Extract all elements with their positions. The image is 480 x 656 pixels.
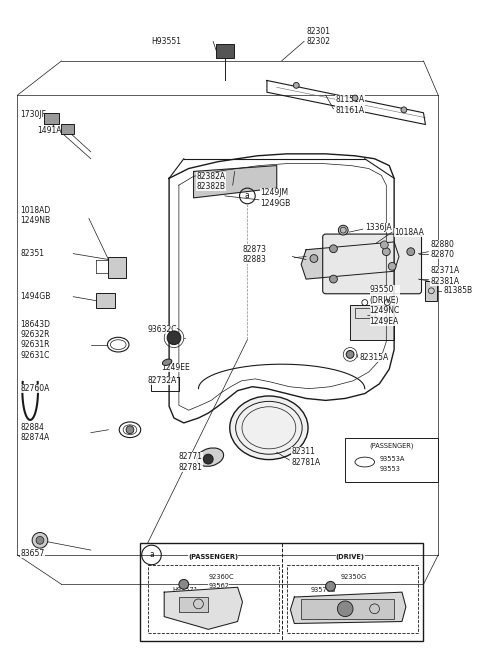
Bar: [44, 113, 59, 125]
Ellipse shape: [162, 359, 172, 365]
Circle shape: [310, 255, 318, 262]
Circle shape: [325, 581, 336, 591]
Polygon shape: [301, 242, 399, 279]
Text: (DRIVE): (DRIVE): [336, 554, 365, 560]
Circle shape: [407, 248, 415, 256]
Circle shape: [401, 107, 407, 113]
Circle shape: [32, 533, 48, 548]
Text: (PASSENGER): (PASSENGER): [188, 554, 238, 560]
Text: 82315A: 82315A: [360, 353, 389, 362]
Bar: [147, 565, 279, 633]
Bar: [425, 281, 437, 300]
Text: 82382A
82382B: 82382A 82382B: [196, 171, 226, 191]
Circle shape: [36, 537, 44, 544]
Bar: [108, 256, 126, 278]
Bar: [216, 44, 234, 58]
Bar: [140, 543, 423, 641]
Circle shape: [337, 601, 353, 617]
Text: 93553A: 93553A: [380, 456, 405, 462]
Text: 83657: 83657: [20, 548, 45, 558]
Text: 82760A: 82760A: [20, 384, 50, 393]
Circle shape: [381, 241, 388, 249]
Text: 82732A: 82732A: [147, 377, 177, 385]
Circle shape: [330, 245, 337, 253]
Text: 81151A
81161A: 81151A 81161A: [336, 95, 364, 115]
Text: H93571: H93571: [172, 587, 198, 593]
Text: 1494GB: 1494GB: [20, 292, 51, 301]
Text: 1249EE: 1249EE: [161, 363, 190, 372]
Text: 93562: 93562: [208, 583, 229, 589]
Text: 1018AA: 1018AA: [394, 228, 424, 237]
Bar: [355, 308, 370, 318]
Bar: [179, 597, 208, 612]
Text: 93550
(DRIVE)
1249NC
1249EA: 93550 (DRIVE) 1249NC 1249EA: [370, 285, 400, 325]
Circle shape: [388, 262, 396, 270]
Bar: [152, 377, 179, 390]
FancyBboxPatch shape: [323, 234, 421, 294]
Bar: [374, 308, 389, 318]
Text: 18643D
92632R
92631R
92631C: 18643D 92632R 92631R 92631C: [20, 319, 50, 360]
Bar: [345, 438, 438, 482]
Circle shape: [346, 350, 354, 358]
Text: 93570B: 93570B: [311, 587, 336, 593]
Text: 1018AD
1249NB: 1018AD 1249NB: [20, 206, 50, 225]
Polygon shape: [290, 592, 406, 623]
Polygon shape: [164, 587, 242, 629]
Text: (PASSENGER): (PASSENGER): [369, 442, 413, 449]
Text: 82351: 82351: [20, 249, 44, 258]
Text: 82771
82781: 82771 82781: [179, 453, 203, 472]
Circle shape: [338, 225, 348, 235]
Text: 81385B: 81385B: [443, 286, 472, 295]
Text: 82301
82302: 82301 82302: [306, 27, 330, 46]
Circle shape: [126, 426, 134, 434]
Bar: [350, 306, 394, 340]
Circle shape: [293, 83, 299, 89]
Bar: [287, 565, 418, 633]
Circle shape: [383, 248, 390, 256]
Bar: [96, 293, 115, 308]
Text: 92360C: 92360C: [208, 575, 234, 581]
Text: 82873
82883: 82873 82883: [242, 245, 266, 264]
Circle shape: [179, 579, 189, 589]
Text: 82311
82781A: 82311 82781A: [291, 447, 321, 467]
Text: 1491AA: 1491AA: [37, 126, 67, 135]
Polygon shape: [193, 165, 277, 198]
Bar: [61, 125, 74, 134]
Text: 1336JA: 1336JA: [365, 223, 392, 232]
Text: 92350G: 92350G: [340, 575, 366, 581]
Text: 82884
82874A: 82884 82874A: [20, 423, 49, 442]
Ellipse shape: [230, 396, 308, 460]
Text: H93551: H93551: [151, 37, 181, 46]
Bar: [301, 599, 394, 619]
Ellipse shape: [197, 448, 224, 466]
Text: 1249JM
1249GB: 1249JM 1249GB: [260, 188, 290, 207]
Circle shape: [330, 275, 337, 283]
Circle shape: [167, 331, 181, 344]
Text: 1730JF: 1730JF: [20, 110, 47, 119]
Text: 82880
82870: 82880 82870: [431, 240, 455, 259]
Text: a: a: [245, 192, 250, 201]
Circle shape: [204, 454, 213, 464]
Text: 93632C: 93632C: [147, 325, 177, 335]
Circle shape: [352, 95, 358, 101]
Text: 93553: 93553: [380, 466, 400, 472]
Text: a: a: [149, 550, 154, 560]
Text: 82371A
82381A: 82371A 82381A: [431, 266, 459, 286]
